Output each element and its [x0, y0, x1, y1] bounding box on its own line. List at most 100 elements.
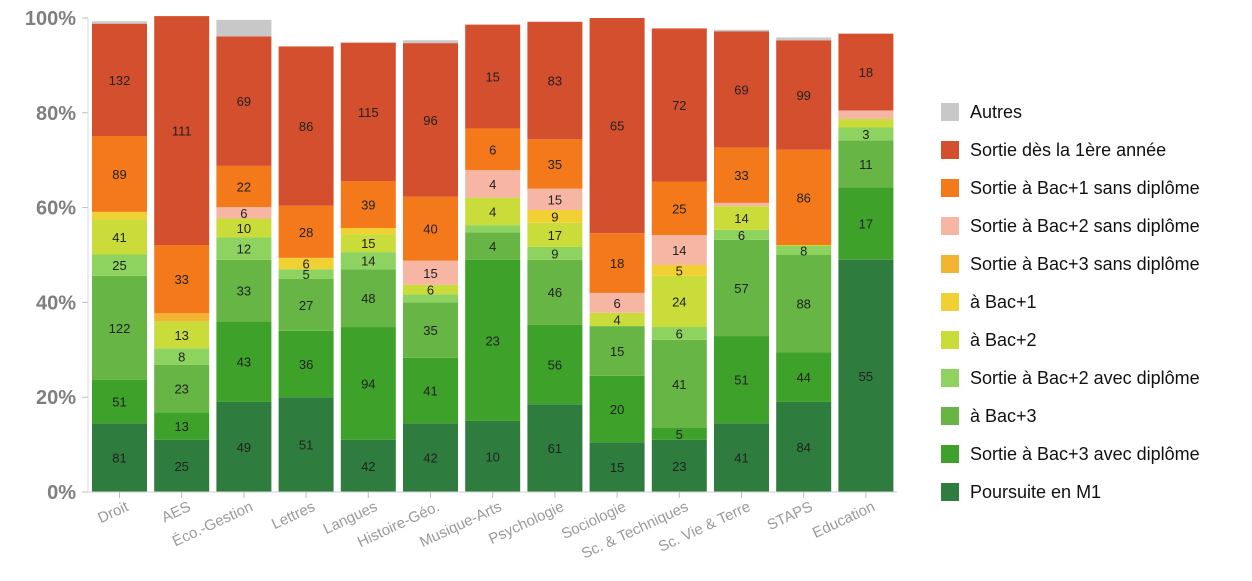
data-label: 15 — [548, 192, 562, 207]
bar-segment — [776, 255, 832, 353]
bar-segment — [403, 294, 458, 303]
bar-segment — [838, 259, 894, 492]
data-label: 15 — [485, 70, 499, 85]
bar-segment — [776, 37, 832, 41]
data-label: 111 — [172, 124, 192, 139]
data-label: 6 — [613, 296, 620, 311]
data-label: 23 — [485, 333, 499, 348]
bar-segment — [216, 237, 272, 260]
data-label: 49 — [237, 440, 251, 455]
bar-segment — [465, 259, 521, 421]
bar-segment — [278, 46, 334, 206]
bar-segment — [340, 269, 396, 328]
data-label: 57 — [734, 281, 748, 296]
bar-segment — [154, 321, 210, 349]
y-tick-label: 80% — [36, 103, 76, 125]
data-label: 56 — [548, 357, 562, 372]
legend-label: à Bac+1 — [970, 292, 1037, 312]
data-label: 6 — [302, 257, 309, 272]
bar-segment — [278, 330, 334, 398]
data-label: 4 — [489, 177, 496, 192]
bar-segment — [714, 336, 769, 424]
legend-item: Sortie à Bac+1 sans diplôme — [941, 178, 1200, 198]
legend-item: Sortie à Bac+2 avec diplôme — [941, 368, 1200, 388]
data-label: 18 — [610, 256, 624, 271]
bar-segment — [340, 439, 396, 492]
bar-segment — [776, 245, 832, 255]
bar-segment — [651, 275, 707, 328]
data-label: 122 — [109, 321, 131, 336]
bar-segment — [651, 339, 707, 429]
bar-segment — [527, 209, 583, 223]
bar-segment — [340, 181, 396, 228]
bar-stack-7: 61 56 46 9 17 9 15 35 83 — [527, 21, 583, 492]
bar-segment — [714, 423, 769, 492]
bar-segment — [216, 19, 272, 37]
data-label: 36 — [299, 357, 313, 372]
bar-segment — [154, 245, 210, 314]
data-label: 44 — [796, 370, 810, 385]
bar-segment — [651, 28, 707, 182]
bar-segment — [527, 139, 583, 189]
data-label: 17 — [548, 228, 562, 243]
data-label: 72 — [672, 98, 686, 113]
x-tick-label: AES — [159, 498, 193, 526]
bar-segment — [714, 202, 769, 207]
bar-segment — [589, 375, 645, 443]
bar-segment — [465, 225, 521, 233]
data-label: 5 — [676, 427, 683, 442]
bar-stack-10: 41 51 57 6 14 33 69 — [714, 29, 769, 492]
data-label: 18 — [859, 65, 873, 80]
y-tick-label: 0% — [47, 482, 76, 504]
bar-segment — [527, 259, 583, 325]
bar-segment — [527, 222, 583, 247]
data-label: 89 — [112, 167, 126, 182]
data-label: 23 — [672, 459, 686, 474]
bar-stack-8: 15 20 15 46 18 65 — [589, 18, 645, 492]
legend-label: à Bac+3 — [970, 406, 1037, 426]
bar-segment — [92, 211, 147, 220]
legend-label: Autres — [970, 102, 1022, 122]
data-label: 41 — [734, 451, 748, 466]
bar-segment — [154, 348, 210, 365]
bar-segment — [92, 219, 147, 255]
bar-segment — [403, 302, 458, 358]
data-label: 33 — [734, 168, 748, 183]
bar-segment — [340, 327, 396, 440]
bar-segment — [589, 18, 645, 234]
data-label: 35 — [548, 157, 562, 172]
legend-swatch — [941, 179, 959, 197]
data-label: 40 — [423, 222, 437, 237]
data-label: 14 — [734, 211, 748, 226]
legend-item: à Bac+2 — [941, 330, 1037, 350]
bar-segment — [651, 264, 707, 276]
bar-segment — [92, 23, 147, 137]
bar-segment — [403, 260, 458, 285]
bar-segment — [216, 36, 272, 166]
data-label: 15 — [361, 236, 375, 251]
bar-segment — [154, 16, 210, 246]
legend-swatch — [941, 331, 959, 349]
data-label: 43 — [237, 355, 251, 370]
data-label: 28 — [299, 225, 313, 240]
data-label: 33 — [237, 284, 251, 299]
legend-item: à Bac+1 — [941, 292, 1037, 312]
y-tick-label: 60% — [36, 198, 76, 220]
bar-segment — [92, 254, 147, 276]
data-label: 48 — [361, 291, 375, 306]
bar-segment — [154, 364, 210, 413]
bar-segment — [216, 207, 272, 219]
data-label: 9 — [551, 209, 558, 224]
bar-segment — [714, 239, 769, 337]
legend-item: à Bac+3 — [941, 406, 1037, 426]
bar-segment — [651, 439, 707, 492]
bar-segment — [465, 128, 521, 171]
bar-segment — [216, 218, 272, 238]
x-tick-label: Lettres — [269, 498, 318, 533]
legend-item: Sortie à Bac+2 sans diplôme — [941, 216, 1200, 236]
x-tick-label: STAPS — [765, 498, 816, 534]
data-label: 4 — [489, 204, 496, 219]
bar-segment — [216, 259, 272, 322]
